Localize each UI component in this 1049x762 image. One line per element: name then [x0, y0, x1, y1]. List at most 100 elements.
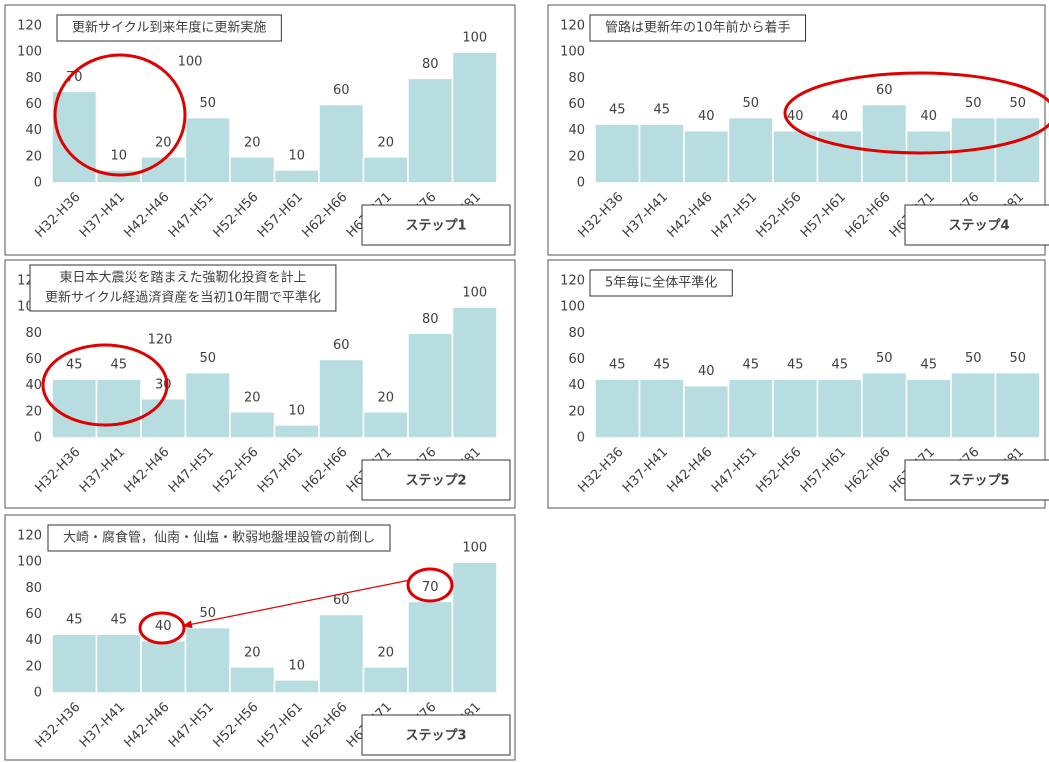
annotation: 120 [148, 333, 173, 348]
y-tick-label: 100 [17, 45, 42, 60]
bar [51, 633, 98, 694]
bar [407, 77, 454, 184]
data-label: 50 [965, 351, 982, 366]
highlight-ellipse [406, 567, 454, 603]
chart-title: 大崎・腐食管，仙南・仙塩・軟弱地盤埋設管の前倒し [63, 530, 375, 546]
bar [950, 371, 997, 439]
bar [905, 129, 952, 184]
data-label: 10 [288, 148, 305, 163]
bar [407, 600, 454, 694]
data-label: 50 [1009, 351, 1026, 366]
data-label: 80 [422, 312, 439, 327]
bar [95, 378, 142, 439]
bar [184, 116, 231, 184]
bar [184, 371, 231, 439]
bar [727, 378, 774, 439]
bar [362, 666, 409, 694]
step-box [361, 459, 511, 501]
step-label: ステップ3 [405, 729, 466, 744]
data-label: 100 [462, 286, 487, 301]
data-label: 10 [288, 658, 305, 673]
data-label: 40 [831, 109, 848, 124]
highlight-ellipse [53, 53, 187, 177]
y-tick-label: 20 [25, 404, 42, 419]
step-box [361, 714, 511, 756]
data-label: 20 [377, 390, 394, 405]
data-label: 60 [333, 83, 350, 98]
bar [140, 398, 187, 439]
data-label: 45 [653, 103, 670, 118]
y-tick-label: 120 [560, 19, 585, 34]
bar [273, 169, 320, 184]
data-label: 100 [462, 31, 487, 46]
y-tick-label: 20 [568, 149, 585, 164]
data-label: 20 [377, 645, 394, 660]
data-label: 80 [422, 57, 439, 72]
bar [594, 378, 641, 439]
bar [273, 679, 320, 694]
y-tick-label: 60 [25, 352, 42, 367]
data-label: 40 [787, 109, 804, 124]
y-tick-label: 20 [25, 149, 42, 164]
data-label: 45 [66, 613, 83, 628]
chart-title: 更新サイクル到来年度に更新実施 [72, 20, 266, 36]
data-label: 20 [244, 645, 261, 660]
data-label: 10 [110, 148, 127, 163]
data-label: 20 [244, 135, 261, 150]
y-tick-label: 0 [577, 176, 585, 191]
y-tick-label: 80 [25, 71, 42, 86]
data-label: 30 [155, 377, 172, 392]
bar [229, 411, 276, 439]
data-label: 45 [609, 358, 626, 373]
data-label: 20 [155, 135, 172, 150]
y-tick-label: 120 [17, 529, 42, 544]
arrow [182, 579, 411, 629]
data-label: 50 [199, 351, 216, 366]
bar [816, 378, 863, 439]
data-label: 45 [66, 358, 83, 373]
y-tick-label: 100 [17, 555, 42, 570]
data-label: 40 [698, 364, 715, 379]
y-tick-label: 40 [25, 378, 42, 393]
bar [861, 103, 908, 184]
y-tick-label: 0 [577, 431, 585, 446]
bar [861, 371, 908, 439]
y-tick-label: 40 [25, 633, 42, 648]
data-label: 50 [965, 96, 982, 111]
bar [683, 384, 730, 439]
data-label: 50 [876, 351, 893, 366]
bar [772, 378, 819, 439]
data-label: 45 [110, 613, 127, 628]
y-tick-label: 0 [34, 176, 42, 191]
step-label: ステップ1 [405, 219, 466, 234]
data-label: 45 [831, 358, 848, 373]
y-tick-label: 80 [25, 326, 42, 341]
title-box [56, 14, 282, 42]
bar [407, 332, 454, 439]
chart-title: 5年毎に全体平準化 [605, 275, 717, 291]
bar [594, 123, 641, 184]
data-label: 40 [920, 109, 937, 124]
chart-title: 更新サイクル経過済資産を当初10年間で平準化 [45, 290, 321, 306]
bar [451, 561, 498, 694]
bar [318, 613, 365, 694]
bar [95, 633, 142, 694]
bar [994, 116, 1041, 184]
data-label: 70 [422, 580, 439, 595]
data-label: 20 [377, 135, 394, 150]
y-tick-label: 80 [25, 581, 42, 596]
data-label: 20 [244, 390, 261, 405]
data-label: 10 [288, 403, 305, 418]
y-tick-label: 0 [34, 431, 42, 446]
data-label: 60 [876, 83, 893, 98]
y-tick-label: 60 [25, 607, 42, 622]
bar [140, 639, 187, 694]
data-label: 60 [333, 338, 350, 353]
y-tick-label: 40 [568, 123, 585, 138]
data-label: 45 [653, 358, 670, 373]
title-box [589, 14, 807, 42]
bar [229, 156, 276, 184]
y-tick-label: 60 [568, 97, 585, 112]
data-label: 40 [155, 619, 172, 634]
y-tick-label: 40 [568, 378, 585, 393]
